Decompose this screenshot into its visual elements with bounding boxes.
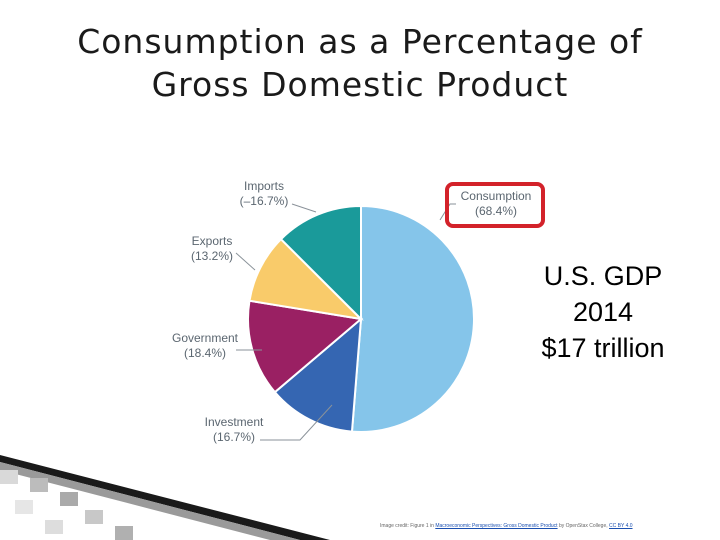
credit-source-link[interactable]: Macroeconomic Perspectives: Gross Domest… (435, 523, 558, 529)
credit-prefix: Image credit: Figure 1 in (380, 523, 436, 529)
slice-value-label-imports: (–16.7%) (240, 194, 289, 208)
slide-title: Consumption as a Percentage of Gross Dom… (40, 20, 680, 106)
gdp-note-line-1: U.S. GDP (543, 261, 663, 291)
decorative-stripe-grey (0, 462, 300, 540)
leader-line-exports (235, 252, 256, 271)
leader-line-imports (291, 203, 317, 213)
leader-line-consumption (439, 203, 456, 221)
decorative-tile (60, 492, 78, 506)
decorative-tile (0, 470, 18, 484)
slice-name-label-investment: Investment (205, 415, 264, 429)
decorative-tile (115, 526, 133, 540)
slice-name-label-imports: Imports (244, 179, 284, 193)
pie-slice-imports (279, 204, 362, 322)
slice-value-label-consumption: (68.4%) (475, 204, 517, 218)
slice-value-label-government: (18.4%) (184, 346, 226, 360)
slice-value-label-exports: (13.2%) (191, 249, 233, 263)
leader-line-investment (260, 404, 333, 441)
slice-name-label-consumption: Consumption (461, 189, 532, 203)
pie-slice-investment (273, 316, 363, 433)
slide-title-line-1: Consumption as a Percentage of (77, 22, 643, 61)
consumption-highlight-box (445, 182, 545, 228)
pie-slice-consumption (350, 204, 475, 433)
credit-license-link[interactable]: CC BY 4.0 (609, 523, 633, 529)
gdp-note-line-2: 2014 (572, 297, 634, 327)
decorative-tile (30, 478, 48, 492)
decorative-tile (15, 500, 33, 514)
decorative-tile (45, 520, 63, 534)
decorative-tile (85, 510, 103, 524)
slice-value-label-investment: (16.7%) (213, 430, 255, 444)
image-credit: Image credit: Figure 1 in Macroeconomic … (380, 523, 716, 529)
gdp-note: U.S. GDP 2014 $17 trillion (515, 258, 691, 366)
slide-title-line-2: Gross Domestic Product (151, 65, 569, 104)
credit-middle: by OpenStax College, (557, 523, 609, 529)
slice-name-label-exports: Exports (192, 234, 233, 248)
gdp-note-line-3: $17 trillion (541, 333, 665, 363)
decorative-stripe-dark (0, 455, 330, 540)
slice-name-label-government: Government (172, 331, 239, 345)
pie-slice-government (247, 299, 364, 394)
